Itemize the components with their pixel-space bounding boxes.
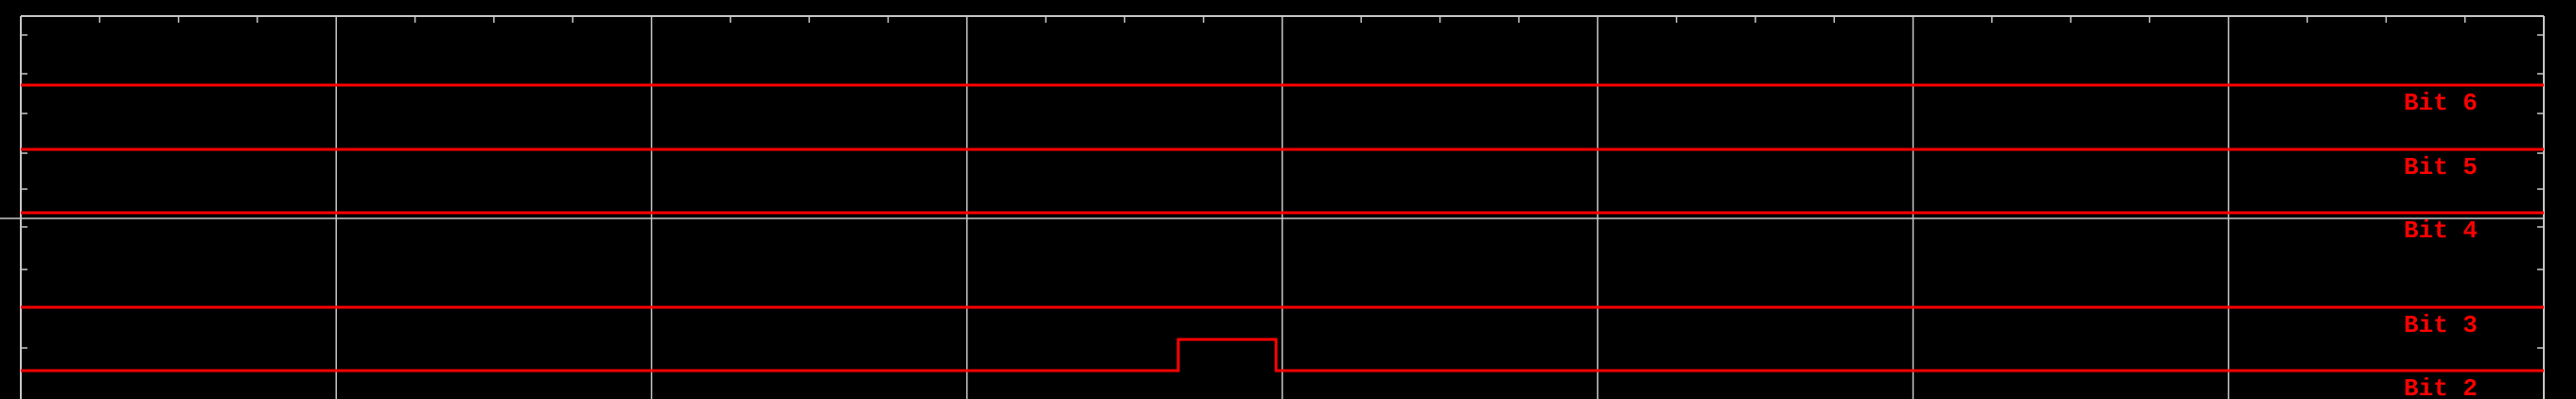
channel-labels: Bit 6 Bit 5 Bit 4 Bit 3 Bit 2: [2404, 89, 2478, 399]
trace-bit-2: [21, 338, 2544, 373]
channel-label-bit-3: Bit 3: [2404, 311, 2478, 339]
grid: [0, 15, 2545, 399]
channel-label-bit-6: Bit 6: [2404, 89, 2478, 117]
channel-label-bit-4: Bit 4: [2404, 217, 2478, 245]
channel-label-bit-5: Bit 5: [2404, 153, 2478, 182]
channel-label-bit-2: Bit 2: [2404, 374, 2478, 399]
traces: [21, 83, 2544, 373]
